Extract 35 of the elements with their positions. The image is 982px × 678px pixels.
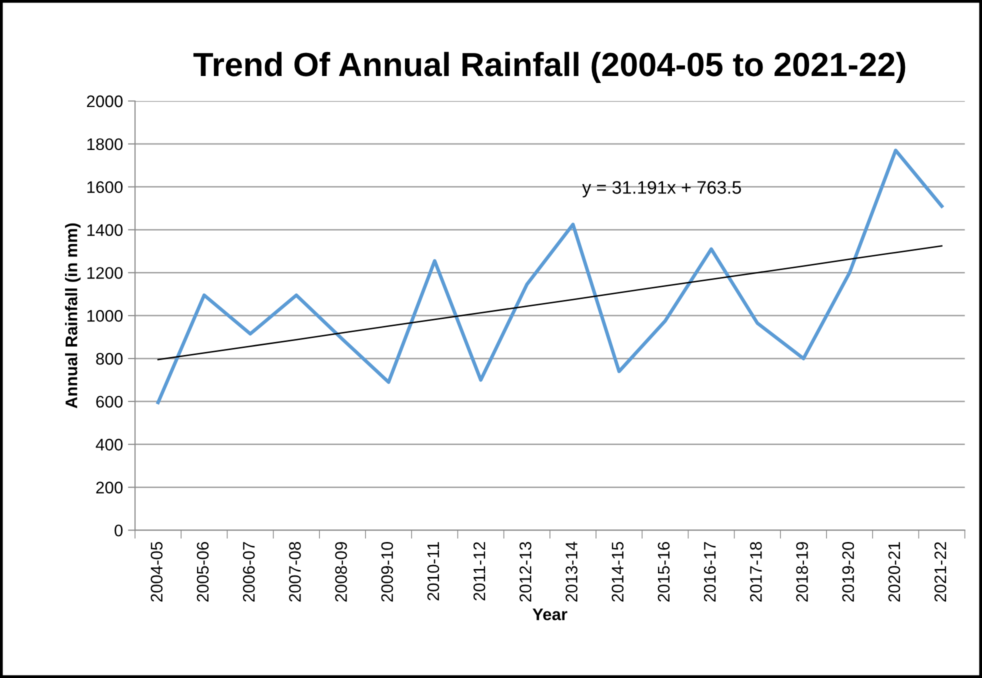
x-tick-label: 2005-06 xyxy=(196,542,209,602)
y-tick-label: 1400 xyxy=(87,224,123,236)
y-tick-label: 2000 xyxy=(86,95,123,108)
x-axis-title: Year xyxy=(532,608,568,620)
x-tick-label: 2013-14 xyxy=(566,542,578,602)
x-tick-label: 2017-18 xyxy=(750,542,762,602)
y-tick-label: 600 xyxy=(96,396,123,408)
annotation: y = 31.191x + 763.5 xyxy=(582,181,741,198)
x-tick-label: 2012-13 xyxy=(520,542,532,602)
y-tick-label: 1200 xyxy=(87,267,123,279)
x-tick-label: 2010-11 xyxy=(427,542,440,600)
x-tick-label: 2015-16 xyxy=(658,542,670,602)
line-series xyxy=(157,245,942,360)
x-tick-label: 2018-19 xyxy=(796,542,808,602)
chart-title: Trend Of Annual Rainfall (2004-05 to 2021-22) xyxy=(193,52,906,83)
x-tick-label: 2014-15 xyxy=(612,542,624,602)
x-tick-label: 2020-21 xyxy=(888,542,900,602)
x-tick-label: 2007-08 xyxy=(289,542,301,602)
y-tick-label: 0 xyxy=(114,524,123,536)
x-tick-label: 2021-22 xyxy=(934,542,946,602)
line-series xyxy=(156,148,944,404)
x-tick-label: 2019-20 xyxy=(842,542,854,602)
y-tick-label: 1800 xyxy=(87,138,123,150)
y-tick-label: 400 xyxy=(96,438,123,451)
y-tick-label: 200 xyxy=(96,482,123,494)
y-axis-title: Annual Rainfall (in mm) xyxy=(65,223,81,408)
y-tick-label: 1600 xyxy=(87,181,123,194)
x-tick-label: 2008-09 xyxy=(335,542,347,602)
y-tick-label: 1000 xyxy=(87,310,123,322)
x-tick-label: 2011-12 xyxy=(473,542,486,600)
x-tick-label: 2009-10 xyxy=(381,542,394,602)
x-tick-label: 2016-17 xyxy=(704,542,716,602)
x-tick-label: 2004-05 xyxy=(150,542,163,602)
y-tick-label: 800 xyxy=(96,352,123,365)
x-tick-label: 2006-07 xyxy=(242,542,255,602)
